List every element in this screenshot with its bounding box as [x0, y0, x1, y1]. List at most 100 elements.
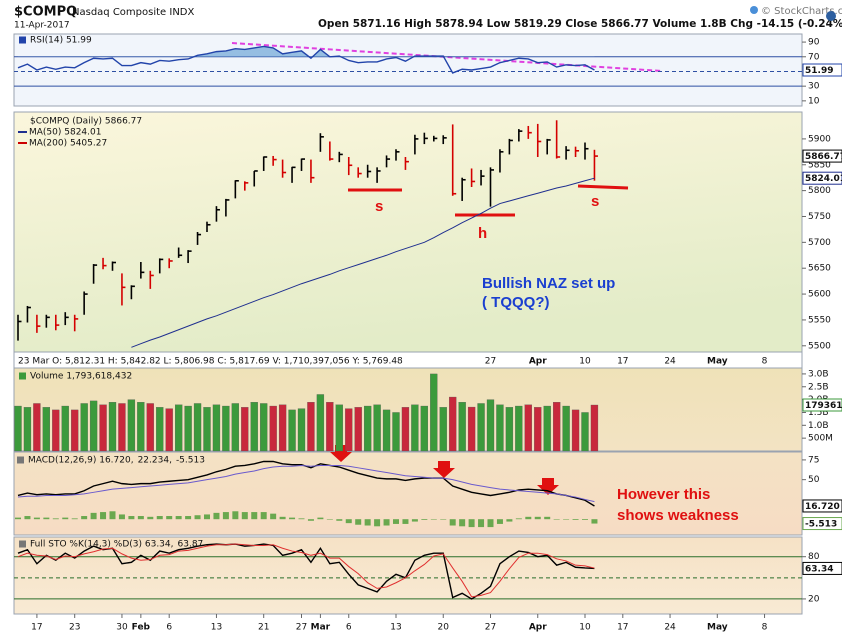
legend-entry: RSI(14) 51.99: [30, 36, 92, 46]
histogram-bar: [156, 516, 163, 520]
legend-entry: -5.513: [176, 456, 205, 466]
y-tick-label: 70: [808, 52, 820, 62]
x-tick-label: 10: [579, 623, 591, 633]
y-tick-label: 5850: [808, 160, 831, 170]
indicator-line: [17, 543, 595, 598]
x-tick-label: 10: [579, 357, 591, 367]
histogram-bar: [307, 519, 314, 521]
histogram-bar: [279, 516, 286, 520]
legend-swatch: [19, 372, 26, 380]
volume-bar: [71, 409, 79, 452]
histogram-bar: [544, 516, 551, 520]
legend-swatch: [17, 456, 24, 464]
annotation: s: [591, 193, 599, 210]
volume-bar: [458, 402, 466, 452]
volume-bar: [241, 407, 249, 452]
legend-entry: MA(50) 5824.01: [29, 128, 101, 138]
histogram-bar: [591, 519, 598, 524]
x-tick-label: 8: [762, 357, 768, 367]
annotation: h: [478, 225, 487, 242]
arrow: [537, 478, 559, 495]
histogram-bar: [175, 516, 182, 520]
price-panel: [13, 111, 803, 353]
volume-bar: [373, 404, 381, 452]
histogram-bar: [449, 519, 456, 526]
histogram-bar: [411, 519, 418, 522]
x-tick-label: 13: [390, 623, 401, 633]
volume-bar: [174, 404, 183, 452]
value-box: [802, 63, 842, 77]
volume-bar: [33, 403, 41, 452]
histogram-bar: [459, 519, 466, 527]
y-tick-label: 5650: [808, 264, 831, 274]
legend-entry: MACD(12,26,9) 16.720,: [28, 456, 134, 466]
volume-bar: [250, 402, 258, 452]
value-box: [802, 171, 842, 185]
histogram-bar: [71, 518, 78, 520]
info-line: 23 Mar O: 5,812.31 H: 5,842.82 L: 5,806.…: [18, 357, 403, 367]
volume-bar: [401, 407, 410, 452]
y-tick-label: 5900: [808, 134, 831, 144]
x-tick-label: 30: [116, 623, 128, 633]
volume-bar: [260, 403, 268, 452]
histogram-bar: [100, 512, 107, 520]
value-label: -5.513: [805, 520, 837, 530]
histogram-bar: [52, 518, 59, 520]
annotation: Bullish NAZ set up: [482, 275, 615, 292]
histogram-bar: [62, 517, 69, 520]
x-tick-label: May: [707, 357, 728, 367]
histogram-bar: [553, 519, 560, 520]
x-tick-label: 17: [617, 357, 628, 367]
value-box: [802, 499, 842, 513]
volume-bar: [430, 373, 438, 452]
logo-badge: [826, 11, 836, 21]
x-tick-label: 6: [346, 623, 352, 633]
value-label: 51.99: [805, 66, 833, 76]
ma-line: [131, 177, 595, 348]
volume-bar: [269, 405, 277, 452]
histogram-bar: [383, 519, 390, 526]
histogram-bar: [364, 519, 371, 526]
volume-bar: [524, 404, 532, 452]
volume-bar: [307, 402, 315, 452]
y-tick-label: 500M: [808, 434, 833, 444]
indicator-line: [17, 543, 595, 600]
histogram-bar: [572, 519, 579, 520]
volume-bar: [449, 396, 457, 452]
arrow: [433, 461, 455, 478]
histogram-bar: [496, 519, 503, 524]
volume-bar: [382, 409, 391, 452]
volume-bar: [534, 407, 542, 452]
x-tick-label: 21: [258, 623, 269, 633]
histogram-bar: [582, 519, 588, 520]
volume-bar: [571, 409, 580, 452]
volume-bar: [222, 405, 230, 452]
y-tick-label: 5750: [808, 212, 831, 222]
volume-bar: [316, 394, 325, 452]
volume-bar: [278, 404, 287, 452]
x-tick-label: Apr: [529, 357, 547, 367]
y-tick-label: 2.5B: [808, 382, 829, 392]
histogram-bar: [222, 512, 229, 520]
x-tick-label: 24: [664, 357, 676, 367]
volume-bar: [80, 403, 88, 452]
value-label: 16.720: [805, 502, 840, 512]
legend-entry: 63.87: [178, 540, 204, 550]
histogram-bar: [33, 517, 40, 520]
y-tick-label: 1.0B: [808, 421, 829, 431]
y-tick-label: 5600: [808, 290, 831, 300]
histogram-bar: [336, 519, 343, 521]
quote-line: Open 5871.16 High 5878.94 Low 5819.29 Cl…: [318, 18, 842, 30]
support-line: [577, 184, 629, 190]
value-box: [802, 398, 842, 412]
volume-bar: [288, 409, 296, 452]
histogram-bar: [487, 519, 494, 528]
histogram-bar: [194, 515, 201, 520]
annotation: ( TQQQ?): [482, 294, 550, 311]
volume-bar: [363, 405, 372, 452]
y-tick-label: 5800: [808, 186, 831, 196]
histogram-bar: [251, 512, 258, 520]
legend-entry: Full STO %K(14,3) %D(3) 63.34,: [30, 540, 174, 550]
annotation: s: [375, 198, 383, 215]
histogram-bar: [506, 519, 513, 522]
